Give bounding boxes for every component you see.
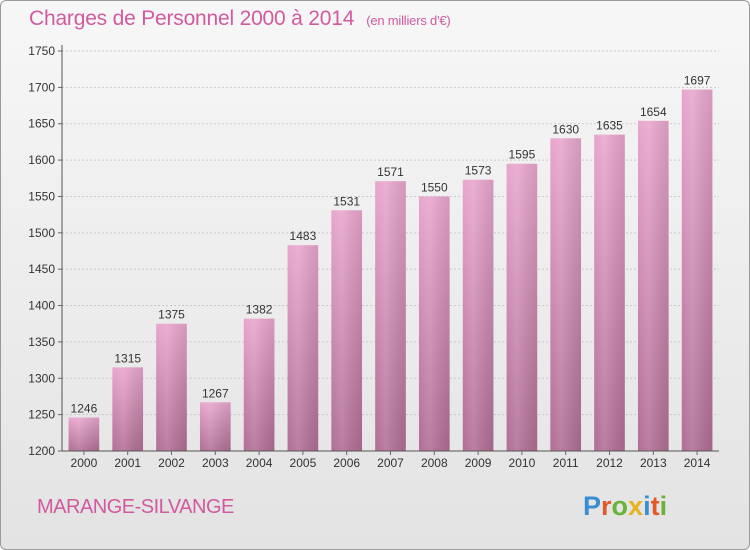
bar-shine	[506, 163, 538, 451]
data-label: 1483	[290, 229, 317, 243]
logo-letter: r	[601, 491, 612, 521]
x-tick-label: 2006	[333, 456, 360, 470]
bar-shine	[681, 89, 713, 451]
data-label: 1267	[202, 386, 229, 400]
x-tick-label: 2003	[202, 456, 229, 470]
bars-group: 1246 1315 1375 1267 1382 1483 1531 1571 1550 1573…	[68, 74, 713, 452]
x-tick-label: 2007	[377, 456, 404, 470]
y-tick-label: 1450	[28, 262, 55, 276]
x-tick-label: 2008	[421, 456, 448, 470]
logo-letter: i	[659, 491, 668, 521]
axes-group: 1200 1250 1300 1350 1400 1450 1500 1550 1600 1650…	[28, 44, 719, 470]
data-label: 1630	[552, 122, 579, 136]
bar-shine	[375, 181, 406, 451]
y-tick-label: 1300	[28, 371, 55, 385]
y-tick-label: 1400	[28, 299, 55, 313]
x-tick-label: 2014	[684, 456, 711, 470]
bar-shine	[550, 138, 582, 452]
bar-shine	[331, 210, 363, 451]
x-tick-label: 2013	[640, 456, 667, 470]
city-name: MARANGE-SILVANGE	[37, 496, 234, 518]
bar-shine	[462, 179, 494, 451]
data-label: 1573	[465, 164, 492, 178]
bar-shine	[156, 323, 187, 451]
y-tick-label: 1350	[28, 335, 55, 349]
y-tick-label: 1700	[28, 80, 55, 94]
logo-letter: o	[611, 491, 629, 521]
y-tick-label: 1750	[28, 44, 55, 58]
bar-shine	[112, 367, 144, 451]
bar-shine	[594, 134, 625, 452]
logo-letter: t	[650, 491, 660, 521]
y-tick-label: 1200	[28, 444, 55, 458]
x-tick-label: 2010	[509, 456, 536, 470]
chart-subtitle: (en milliers d'€)	[366, 13, 451, 28]
data-label: 1382	[246, 303, 273, 317]
title-text: Charges de Personnel 2000 à 2014	[29, 7, 355, 30]
x-tick-label: 2002	[158, 456, 185, 470]
bar-shine	[418, 196, 450, 451]
data-label: 1595	[509, 148, 536, 162]
data-label: 1654	[640, 105, 667, 119]
data-label: 1375	[158, 308, 185, 322]
data-label: 1571	[377, 165, 404, 179]
x-tick-label: 2000	[71, 456, 98, 470]
proxiti-logo: Proxiti	[583, 491, 667, 522]
logo-letter: P	[583, 491, 602, 521]
y-tick-label: 1650	[28, 117, 55, 131]
data-label: 1635	[596, 119, 623, 133]
x-tick-label: 2001	[114, 456, 141, 470]
chart-title: Charges de Personnel 2000 à 2014 (en mill…	[29, 7, 451, 31]
y-tick-label: 1500	[28, 226, 55, 240]
x-tick-label: 2005	[290, 456, 317, 470]
x-tick-label: 2004	[246, 456, 273, 470]
bar-shine	[287, 245, 319, 451]
bar-shine	[68, 417, 100, 451]
y-tick-label: 1600	[28, 153, 55, 167]
x-tick-label: 2012	[596, 456, 623, 470]
data-label: 1550	[421, 180, 448, 194]
x-tick-label: 2009	[465, 456, 492, 470]
y-tick-label: 1550	[28, 189, 55, 203]
bar-shine	[243, 318, 275, 451]
x-tick-label: 2011	[553, 456, 579, 470]
data-label: 1697	[684, 74, 711, 88]
bar-shine	[637, 120, 669, 452]
data-label: 1531	[333, 194, 360, 208]
y-tick-label: 1250	[28, 408, 55, 422]
data-label: 1315	[114, 351, 141, 365]
logo-letter: i	[643, 491, 651, 521]
data-label: 1246	[71, 402, 98, 416]
logo-letter: x	[628, 491, 644, 521]
bar-shine	[199, 402, 231, 451]
